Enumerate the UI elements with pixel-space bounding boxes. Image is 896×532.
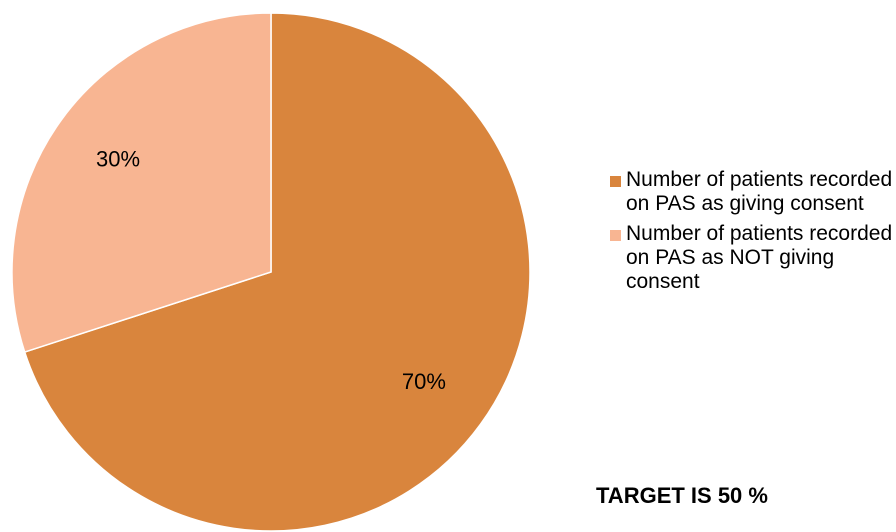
legend-item-no-consent: Number of patients recorded on PAS as NO…	[610, 222, 896, 294]
legend-label-consent: Number of patients recorded on PAS as gi…	[626, 168, 893, 215]
legend: Number of patients recorded on PAS as gi…	[610, 168, 896, 300]
legend-label-no-consent: Number of patients recorded on PAS as NO…	[626, 222, 893, 293]
data-label-no-consent: 30%	[96, 147, 140, 172]
pie-chart: 70% 30%	[11, 12, 531, 532]
legend-item-consent: Number of patients recorded on PAS as gi…	[610, 168, 896, 216]
target-note: TARGET IS 50 %	[596, 483, 768, 508]
legend-swatch-no-consent	[610, 230, 621, 241]
pie-slice-no-consent	[11, 12, 272, 353]
data-label-consent: 70%	[402, 369, 446, 394]
pie-slice-consent	[23, 12, 531, 532]
legend-swatch-consent	[610, 176, 621, 187]
